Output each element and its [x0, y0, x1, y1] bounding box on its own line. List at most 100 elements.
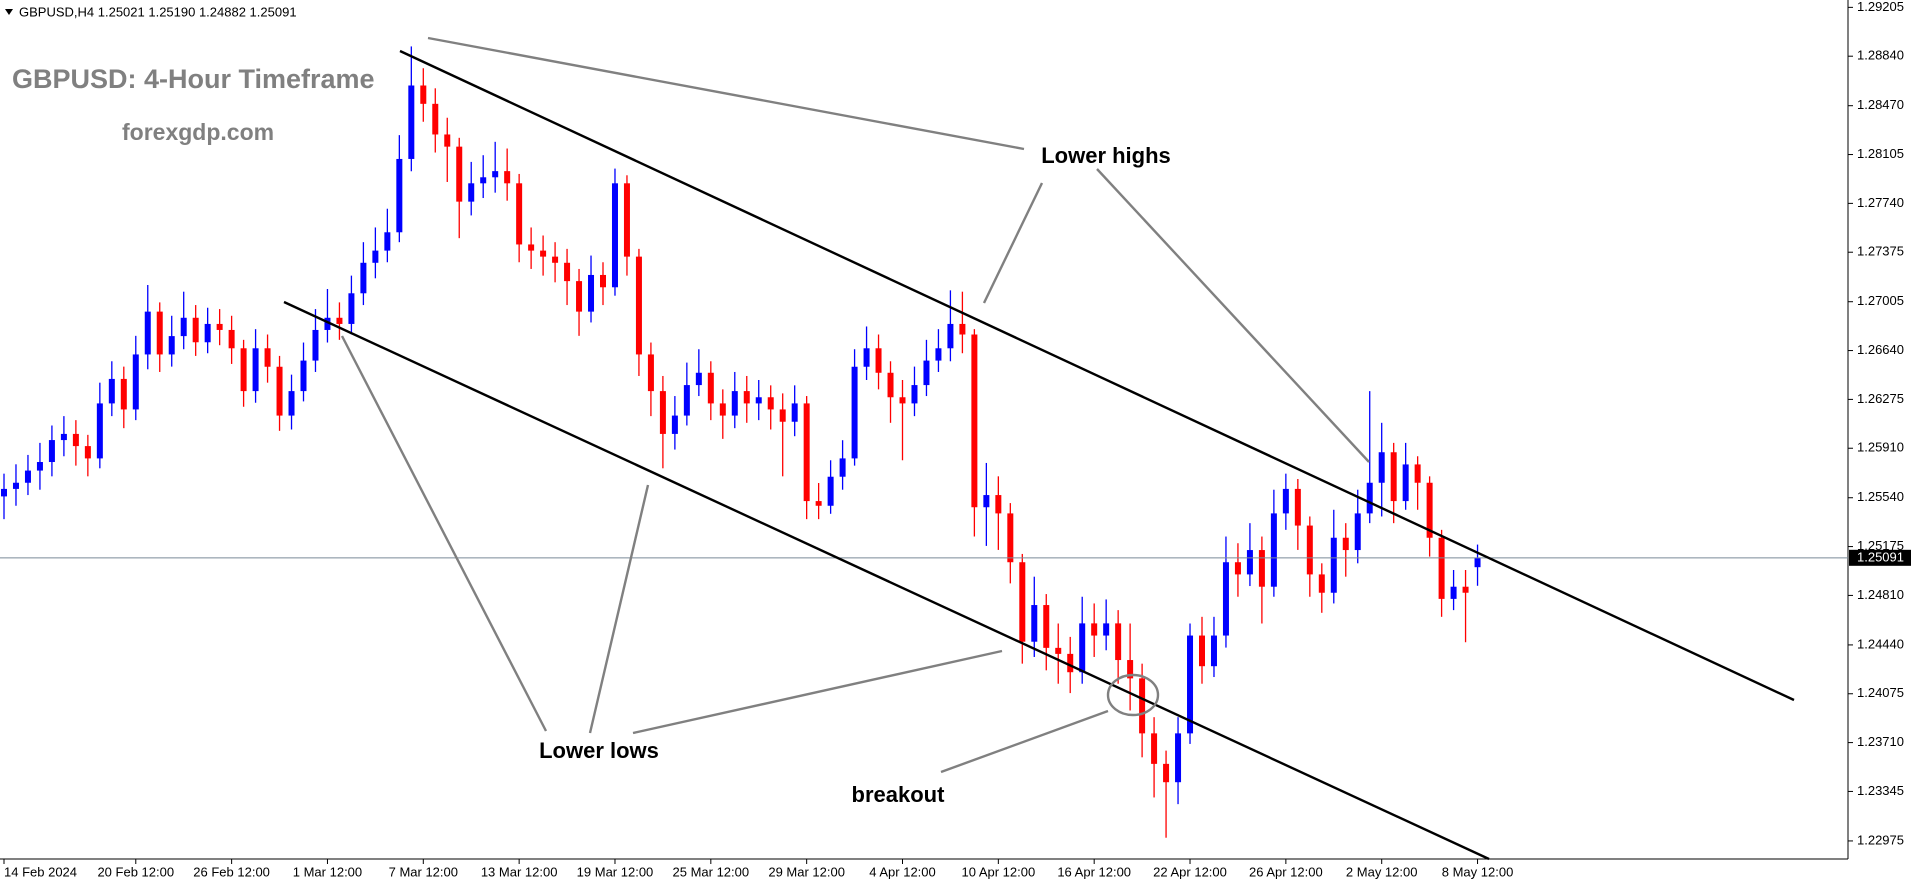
y-tick-label: 1.24810	[1857, 587, 1904, 602]
candle-body	[324, 317, 331, 330]
pointer-line	[940, 709, 1109, 774]
candle-body	[1426, 482, 1433, 538]
candle-body	[1043, 605, 1050, 648]
candle-body	[1402, 464, 1409, 502]
candle-body	[707, 372, 714, 404]
candle-body	[1366, 482, 1373, 514]
candle-body	[995, 495, 1002, 514]
candle-body	[1199, 635, 1205, 667]
candle-body	[132, 354, 139, 410]
candle-body	[432, 103, 439, 135]
candle-body	[959, 323, 966, 335]
candle-body	[1246, 550, 1253, 575]
candle-body	[1282, 488, 1289, 514]
y-tick-label: 1.27375	[1857, 244, 1904, 259]
annotation-lower-highs: Lower highs	[1041, 143, 1171, 168]
candle-body	[1115, 623, 1122, 661]
chart-subtitle: forexgdp.com	[122, 119, 274, 145]
candle-body	[827, 476, 834, 506]
candle-body	[1258, 550, 1265, 587]
candle-body	[24, 470, 31, 483]
candle-body	[1175, 733, 1182, 783]
candle-body	[96, 403, 103, 459]
candle-body	[120, 378, 127, 410]
candle-body	[420, 85, 427, 104]
candle-body	[815, 501, 822, 506]
candle-body	[779, 409, 786, 422]
candle-body	[683, 385, 690, 416]
candle-body	[743, 391, 750, 404]
candle-body	[1079, 623, 1086, 673]
y-tick-label: 1.27740	[1857, 195, 1904, 210]
candle-body	[1222, 562, 1229, 636]
y-tick-label: 1.25910	[1857, 440, 1904, 455]
x-tick-label: 2 May 12:00	[1346, 864, 1418, 879]
candle-body	[767, 397, 774, 410]
x-tick-label: 10 Apr 12:00	[961, 864, 1035, 879]
candle-body	[755, 397, 762, 404]
candle-body	[60, 433, 67, 441]
x-tick-label: 20 Feb 12:00	[97, 864, 174, 879]
candle-body	[1139, 678, 1146, 734]
x-tick-label: 1 Mar 12:00	[293, 864, 362, 879]
candle-body	[528, 244, 535, 251]
x-tick-label: 16 Apr 12:00	[1057, 864, 1131, 879]
candle-body	[300, 360, 307, 392]
candle-body	[1163, 763, 1170, 783]
chart-title: GBPUSD: 4-Hour Timeframe	[12, 64, 375, 94]
candle-body	[839, 458, 846, 477]
candle-body	[1318, 574, 1325, 593]
candle-body	[156, 311, 163, 355]
annotations: Lower highs Lower lows breakout GBPUSD: …	[5, 4, 1795, 861]
candle-body	[576, 281, 583, 312]
candle-body	[851, 366, 858, 459]
candle-body	[168, 336, 175, 355]
candle-body	[456, 146, 463, 202]
current-price-box	[1849, 549, 1911, 566]
candle-body	[1019, 562, 1026, 642]
candle-body	[384, 232, 391, 251]
y-tick-label: 1.27005	[1857, 293, 1904, 308]
candle-body	[863, 348, 870, 367]
candle-body	[947, 323, 954, 349]
menu-triangle	[5, 9, 13, 15]
breakout-circle	[1106, 673, 1160, 717]
candle-body	[360, 262, 367, 294]
candle-body	[1234, 562, 1241, 575]
candle-body	[803, 403, 810, 502]
candle-body	[48, 440, 55, 463]
y-tick-label: 1.28840	[1857, 48, 1904, 63]
y-tick-label: 1.23710	[1857, 734, 1904, 749]
candle-body	[923, 360, 930, 386]
pointer-line	[632, 649, 1003, 735]
annotation-breakout: breakout	[852, 782, 946, 807]
candle-body	[731, 391, 738, 416]
candle-body	[899, 397, 906, 404]
candle-body	[695, 372, 702, 386]
candle-body	[611, 183, 618, 288]
candle-body	[444, 134, 451, 147]
candle-body	[1342, 537, 1349, 551]
y-tick-label: 1.22975	[1857, 832, 1904, 847]
candle-body	[719, 403, 726, 416]
x-tick-label: 13 Mar 12:00	[481, 864, 558, 879]
candle-body	[1330, 537, 1337, 593]
candle-body	[1187, 635, 1194, 734]
y-tick-label: 1.28105	[1857, 146, 1904, 161]
candle-body	[1294, 488, 1301, 526]
candle-body	[144, 311, 151, 355]
candle-body	[1414, 464, 1421, 483]
candle-body	[1127, 660, 1134, 679]
candle-body	[600, 274, 606, 288]
candle-body	[408, 85, 415, 159]
candle-body	[108, 378, 115, 404]
y-tick-label: 1.29205	[1857, 0, 1904, 14]
candle-body	[1306, 525, 1313, 575]
candle-body	[647, 354, 654, 392]
candle-body	[1450, 586, 1457, 599]
pointer-line	[340, 335, 548, 732]
candle-body	[1031, 605, 1038, 642]
candle-body	[1, 488, 7, 497]
candle-body	[1390, 452, 1397, 502]
